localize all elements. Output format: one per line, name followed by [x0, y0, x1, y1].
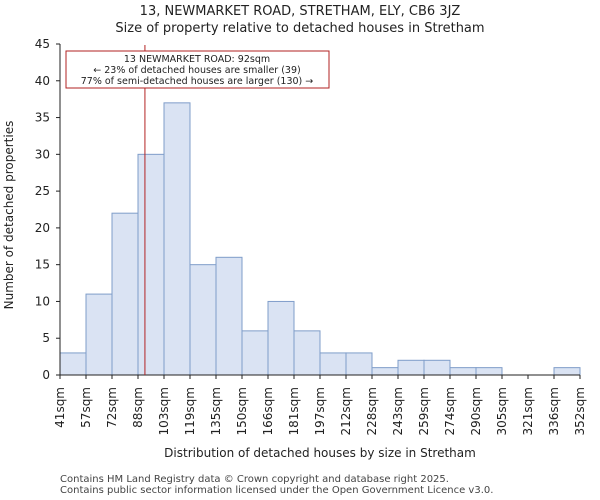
x-tick-label: 72sqm: [105, 387, 119, 428]
y-tick-label: 5: [42, 331, 50, 345]
bar-41sqm: [59, 352, 87, 376]
bar-336sqm: [553, 367, 581, 376]
bar-166sqm: [267, 300, 295, 376]
x-tick-label: 212sqm: [339, 387, 353, 435]
bar-290sqm: [475, 367, 503, 376]
x-axis-title: Distribution of detached houses by size …: [164, 446, 476, 460]
x-tick-label: 228sqm: [365, 387, 379, 435]
x-tick-label: 88sqm: [131, 387, 145, 428]
bar-88sqm: [137, 153, 165, 376]
x-tick-label: 290sqm: [469, 387, 483, 435]
bar-150sqm: [241, 330, 269, 376]
chart-title: 13, NEWMARKET ROAD, STRETHAM, ELY, CB6 3…: [139, 4, 461, 19]
bar-119sqm: [189, 264, 217, 376]
x-tick-label: 336sqm: [547, 387, 561, 435]
bar-243sqm: [397, 359, 425, 376]
annotation-line-2: ← 23% of detached houses are smaller (39…: [93, 65, 300, 76]
x-tick-label: 166sqm: [261, 387, 275, 435]
x-tick-label: 259sqm: [417, 387, 431, 435]
x-tick-label: 41sqm: [53, 387, 67, 428]
bar-274sqm: [449, 367, 477, 376]
bar-57sqm: [85, 293, 113, 376]
x-tick-label: 150sqm: [235, 387, 249, 435]
bar-212sqm: [345, 352, 373, 376]
y-tick-label: 10: [35, 294, 50, 308]
y-tick-label: 25: [35, 184, 50, 198]
x-tick-label: 321sqm: [521, 387, 535, 435]
x-tick-label: 243sqm: [391, 387, 405, 435]
bar-197sqm: [319, 352, 347, 376]
x-tick-label: 274sqm: [443, 387, 457, 435]
y-tick-label: 35: [35, 111, 50, 125]
y-tick-label: 45: [35, 37, 50, 51]
x-tick-label: 135sqm: [209, 387, 223, 435]
y-axis-title: Number of detached properties: [2, 121, 16, 310]
bar-259sqm: [423, 359, 451, 376]
x-tick-label: 305sqm: [495, 387, 509, 435]
y-tick-label: 20: [35, 221, 50, 235]
bar-103sqm: [163, 102, 191, 376]
bar-181sqm: [293, 330, 321, 376]
bar-228sqm: [371, 367, 399, 376]
bar-135sqm: [215, 256, 243, 376]
y-tick-label: 0: [42, 368, 50, 382]
x-tick-label: 352sqm: [573, 387, 587, 435]
bar-72sqm: [111, 212, 139, 376]
annotation-box: [65, 50, 330, 89]
x-tick-label: 181sqm: [287, 387, 301, 435]
annotation-line-3: 77% of semi-detached houses are larger (…: [81, 76, 314, 87]
x-tick-label: 119sqm: [183, 387, 197, 435]
x-tick-label: 103sqm: [157, 387, 171, 435]
y-tick-label: 40: [35, 74, 50, 88]
y-tick-label: 15: [35, 258, 50, 272]
annotation-line-1: 13 NEWMARKET ROAD: 92sqm: [124, 54, 270, 65]
footer-line-1: Contains HM Land Registry data © Crown c…: [60, 474, 449, 485]
x-tick-label: 197sqm: [313, 387, 327, 435]
y-tick-label: 30: [35, 147, 50, 161]
x-tick-label: 57sqm: [79, 387, 93, 428]
chart-subtitle: Size of property relative to detached ho…: [115, 21, 485, 36]
footer-line-2: Contains public sector information licen…: [60, 485, 494, 496]
